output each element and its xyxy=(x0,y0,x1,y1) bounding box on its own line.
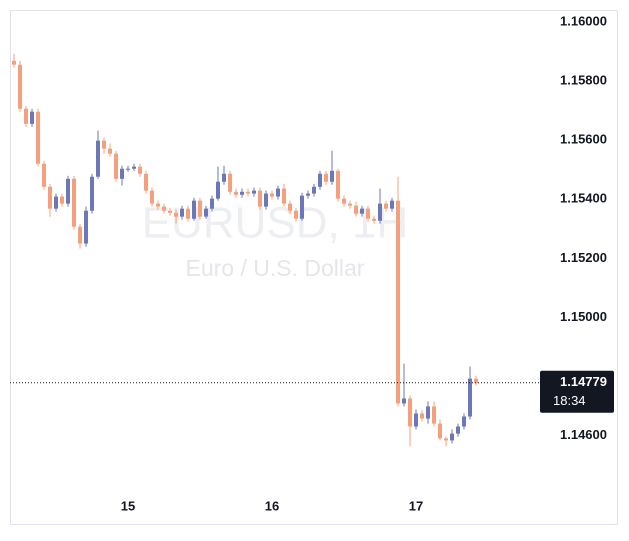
candle-body xyxy=(192,200,196,219)
candle-body xyxy=(456,426,460,434)
candle-body xyxy=(144,173,148,191)
x-tick-label: 17 xyxy=(409,498,423,513)
candle-body xyxy=(420,413,424,419)
candle-body xyxy=(474,378,478,383)
candle-body xyxy=(276,188,280,197)
candle-body xyxy=(180,208,184,217)
candle-body xyxy=(354,205,358,214)
candle-body xyxy=(210,198,214,209)
candle-body xyxy=(426,406,430,419)
candle-body xyxy=(84,210,88,244)
candle-body xyxy=(306,193,310,196)
candle-body xyxy=(150,190,154,204)
candle-body xyxy=(30,111,34,124)
candle-body xyxy=(108,148,112,154)
candle-body xyxy=(90,176,94,211)
candle-body xyxy=(96,140,100,177)
candle-body xyxy=(162,206,166,211)
candle-body xyxy=(360,208,364,214)
last-price-box xyxy=(540,370,614,413)
candle-body xyxy=(402,398,406,404)
candle-body xyxy=(378,203,382,221)
candle-body xyxy=(198,200,202,217)
y-tick-label: 1.15800 xyxy=(560,72,607,87)
candle-body xyxy=(102,140,106,149)
candle-body xyxy=(216,181,220,199)
candle-body xyxy=(60,196,64,204)
candle-body xyxy=(462,416,466,427)
y-tick-label: 1.15000 xyxy=(560,309,607,324)
y-tick-label: 1.15200 xyxy=(560,250,607,265)
chart-frame xyxy=(10,10,618,525)
candle-body xyxy=(174,212,178,217)
candle-body xyxy=(138,166,142,174)
candle-body xyxy=(234,191,238,195)
candle-body xyxy=(414,413,418,427)
candle-body xyxy=(444,438,448,441)
candle-body xyxy=(384,203,388,209)
candle-body xyxy=(390,200,394,209)
candle-body xyxy=(288,203,292,211)
last-price-label: 1.14779 xyxy=(560,374,607,389)
y-tick-label: 1.15400 xyxy=(560,191,607,206)
candle-body xyxy=(168,210,172,213)
candle-body xyxy=(366,208,370,219)
candle-body xyxy=(294,210,298,219)
candle-body xyxy=(54,196,58,209)
candle-body xyxy=(282,188,286,204)
candle-body xyxy=(156,203,160,207)
candle-body xyxy=(330,170,334,182)
candle-body xyxy=(438,423,442,439)
candle-body xyxy=(342,198,346,204)
candle-body xyxy=(222,173,226,182)
candle-body xyxy=(78,226,82,244)
candle-body xyxy=(36,111,40,164)
candle-body xyxy=(12,60,16,65)
candle-body xyxy=(252,190,256,194)
y-tick-label: 1.14600 xyxy=(560,427,607,442)
candle-body xyxy=(48,186,52,209)
candle-body xyxy=(372,218,376,221)
candle-body xyxy=(42,163,46,187)
candle-body xyxy=(264,193,268,207)
candle-body xyxy=(432,406,436,424)
candle-body xyxy=(318,173,322,187)
candle-body xyxy=(246,191,250,194)
candle-body xyxy=(114,153,118,179)
candle-body xyxy=(258,190,262,207)
candle-body xyxy=(66,178,70,204)
candle-body xyxy=(300,195,304,219)
candle-body xyxy=(228,173,232,192)
candle-body xyxy=(396,200,400,404)
countdown-label: 18:34 xyxy=(553,393,586,408)
candle-body xyxy=(240,191,244,195)
candle-body xyxy=(468,378,472,417)
candle-body xyxy=(348,203,352,206)
candle-body xyxy=(72,178,76,227)
y-tick-label: 1.16000 xyxy=(560,13,607,28)
candle-body xyxy=(204,208,208,217)
x-tick-label: 16 xyxy=(265,498,279,513)
watermark-description: Euro / U.S. Dollar xyxy=(186,255,365,281)
candle-body xyxy=(450,433,454,441)
y-tick-label: 1.15600 xyxy=(560,132,607,147)
candle-body xyxy=(312,186,316,194)
watermark-symbol: EURUSD, 1H xyxy=(142,199,409,248)
candle-body xyxy=(336,170,340,199)
candle-body xyxy=(186,208,190,219)
candle-body xyxy=(126,168,130,170)
candle-body xyxy=(18,64,22,109)
candle-body xyxy=(120,168,124,179)
candle-body xyxy=(132,166,136,169)
candle-body xyxy=(408,398,412,427)
candle-body xyxy=(24,108,28,124)
candle-body xyxy=(324,173,328,182)
x-tick-label: 15 xyxy=(121,498,135,513)
candle-body xyxy=(270,193,274,197)
